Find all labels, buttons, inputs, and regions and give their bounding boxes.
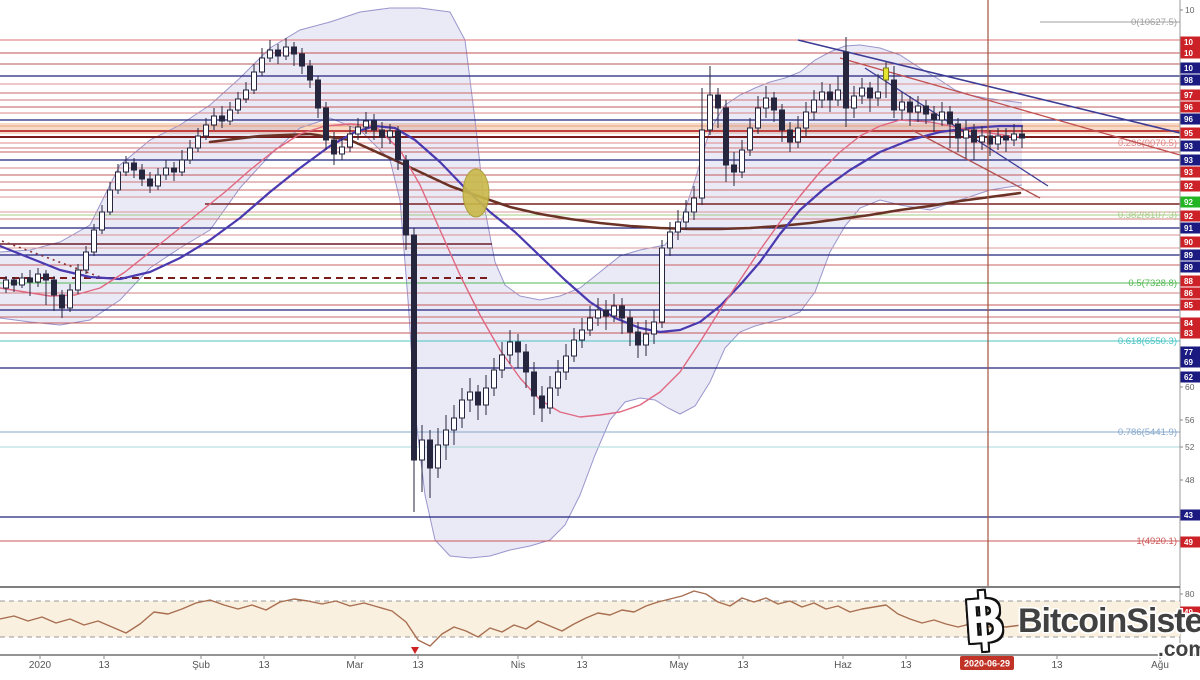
layer-rsi (0, 587, 1180, 646)
price-chip-text: 93 (1184, 168, 1193, 177)
price-chip-text: 49 (1184, 608, 1193, 617)
x-axis-label[interactable]: Ağu (1151, 660, 1169, 671)
price-chip-text: 96 (1184, 115, 1193, 124)
fib-label: 0(10627.5) (1131, 17, 1177, 28)
x-axis-label[interactable]: 13 (737, 660, 749, 671)
price-chip-text: 10 (1184, 64, 1193, 73)
price-chip-text: 93 (1184, 142, 1193, 151)
x-axis-label[interactable]: 13 (98, 660, 110, 671)
price-chip-text: 89 (1184, 263, 1193, 272)
fib-label: 0.786(5441.9) (1118, 427, 1177, 438)
x-axis-label[interactable]: May (670, 660, 689, 671)
fib-label: 1(4920.1) (1136, 536, 1177, 547)
price-chip-text: 92 (1184, 212, 1193, 221)
x-axis-label[interactable]: 13 (576, 660, 588, 671)
axis-tick-label: 60 (1185, 382, 1195, 392)
price-chip-text: 96 (1184, 103, 1193, 112)
price-chip-text: 10 (1184, 38, 1193, 47)
x-axis-label[interactable]: 2020 (29, 660, 52, 671)
axis-tick-label: 48 (1185, 475, 1195, 485)
price-chip-text: 77 (1184, 348, 1193, 357)
price-chip-text: 93 (1184, 156, 1193, 165)
price-chip-text: 62 (1184, 373, 1193, 382)
axis-tick-label: 52 (1185, 442, 1195, 452)
x-axis-label[interactable]: 13 (900, 660, 912, 671)
price-chip-text: 90 (1184, 238, 1193, 247)
fib-label: 0.5(7328.8) (1128, 278, 1177, 289)
price-chip-text: 97 (1184, 91, 1193, 100)
axis-tick-label: 56 (1185, 415, 1195, 425)
price-chip-text: 83 (1184, 329, 1193, 338)
price-chip-text: 98 (1184, 76, 1193, 85)
price-chip-text: 10 (1184, 49, 1193, 58)
price-chip-text: 49 (1184, 538, 1193, 547)
x-axis-label[interactable]: Haz (834, 660, 852, 671)
price-chip-text: 86 (1184, 289, 1193, 298)
x-axis-label[interactable]: 13 (1051, 660, 1063, 671)
price-chip-text: 43 (1184, 511, 1193, 520)
x-axis-label[interactable]: 13 (412, 660, 424, 671)
x-axis-label[interactable]: Nis (511, 660, 525, 671)
fib-label: 0.382(8107.3) (1118, 210, 1177, 221)
price-chip-text: 69 (1184, 358, 1193, 367)
x-axis-label[interactable]: Mar (346, 660, 364, 671)
price-chip-text: 88 (1184, 277, 1193, 286)
price-chip-text: 92 (1184, 198, 1193, 207)
axis-tick-label: 10 (1185, 5, 1195, 15)
price-chip-text: 91 (1184, 224, 1193, 233)
rsi-band (0, 601, 1180, 637)
fib-label: 0.618(6550.3) (1118, 336, 1177, 347)
candle[interactable] (412, 228, 417, 512)
price-chip-text: 92 (1184, 182, 1193, 191)
date-badge-text: 2020-06-29 (964, 659, 1010, 669)
candle[interactable] (660, 240, 665, 328)
price-chip-text: 85 (1184, 301, 1193, 310)
x-axis-label[interactable]: Şub (192, 660, 210, 671)
axis-tick-label: 80 (1185, 589, 1195, 599)
price-chip-text: 89 (1184, 251, 1193, 260)
price-chip-text: 95 (1184, 129, 1193, 138)
cross-annotation-ellipse[interactable] (463, 169, 489, 217)
x-axis-label[interactable]: 13 (258, 660, 270, 671)
marker-arrow-icon (411, 647, 419, 654)
price-chip-text: 84 (1184, 319, 1193, 328)
candle[interactable] (700, 88, 705, 205)
candle[interactable] (260, 48, 265, 76)
